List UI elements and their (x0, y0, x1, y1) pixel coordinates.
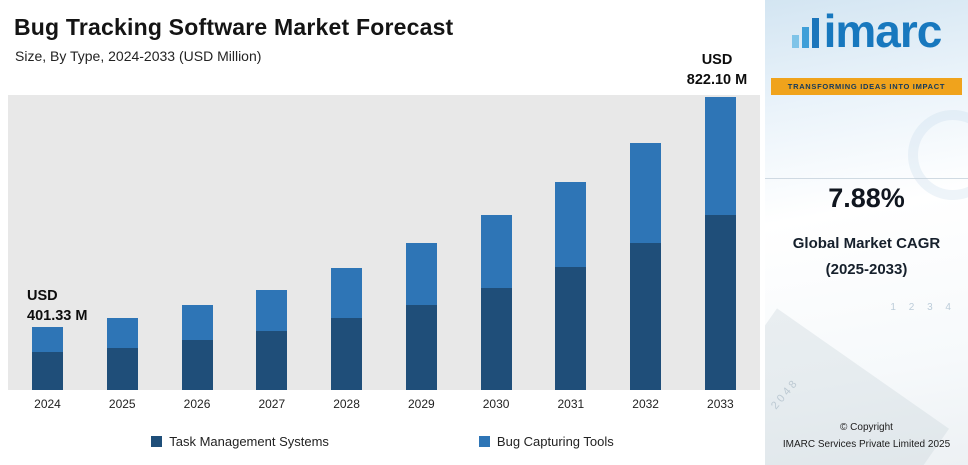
bar-segment-task-management-systems-2024 (32, 352, 63, 390)
imarc-logo: imarc (765, 8, 968, 54)
cagr-value: 7.88% (828, 183, 905, 213)
decorative-line (765, 178, 968, 179)
x-axis-labels: 2024 2025 2026 2027 2028 2029 2030 2031 2032 2033 (8, 397, 760, 411)
logo-tagline: TRANSFORMING IDEAS INTO IMPACT (771, 78, 962, 95)
bar-segment-bug-capturing-tools-2026 (181, 305, 213, 340)
plot-area (8, 95, 760, 390)
chart-section: Bug Tracking Software Market Forecast Si… (0, 14, 765, 449)
bar-segment-task-management-systems-2033 (704, 215, 736, 390)
x-tick-2025: 2025 (108, 397, 136, 411)
logo-bars-icon (791, 18, 819, 54)
x-tick-2027: 2027 (258, 397, 286, 411)
cagr-label-line2: (2025-2033) (825, 260, 908, 278)
bar-segment-task-management-systems-2030 (480, 288, 512, 390)
bar-2024 (32, 327, 63, 390)
bar-2029 (405, 243, 437, 390)
bar-segment-task-management-systems-2025 (106, 348, 138, 390)
bar-segment-task-management-systems-2028 (331, 318, 363, 390)
chart-legend: Task Management Systems Bug Capturing Too… (0, 434, 765, 449)
x-tick-2032: 2032 (632, 397, 659, 411)
copyright: © Copyright IMARC Services Private Limit… (765, 420, 968, 453)
bar-segment-task-management-systems-2027 (256, 331, 288, 390)
annotation-2024-line2: 401.33 M (27, 308, 88, 325)
legend-label-bug-capturing-tools: Bug Capturing Tools (496, 434, 614, 449)
x-tick-2030: 2030 (482, 397, 510, 411)
x-tick-2026: 2026 (183, 397, 211, 411)
bar-segment-task-management-systems-2026 (181, 340, 213, 390)
legend-label-task-management-systems: Task Management Systems (169, 434, 329, 449)
chart-subtitle: Size, By Type, 2024-2033 (USD Million) (15, 48, 262, 64)
x-tick-2031: 2031 (557, 397, 585, 411)
sidebar: 1 2 3 4 2048 imarc TRANSFORMING IDEAS IN… (765, 0, 968, 465)
bar-segment-bug-capturing-tools-2032 (630, 143, 662, 243)
bar-segment-bug-capturing-tools-2033 (704, 97, 736, 215)
bars-row (8, 95, 760, 390)
annotation-2033-line2: 822.10 M (686, 72, 748, 89)
bar-2025 (106, 318, 138, 390)
decorative-circle (908, 110, 968, 200)
bar-segment-bug-capturing-tools-2030 (480, 215, 512, 288)
bar-2033 (704, 97, 736, 390)
chart-title: Bug Tracking Software Market Forecast (14, 14, 454, 40)
bar-segment-bug-capturing-tools-2031 (555, 182, 587, 267)
bar-segment-task-management-systems-2032 (630, 243, 662, 390)
bar-segment-bug-capturing-tools-2024 (32, 327, 63, 352)
annotation-2024-value: USD 401.33 M (27, 286, 87, 327)
legend-swatch-task-management-systems (151, 436, 163, 447)
annotation-2024-line1: USD (27, 288, 58, 304)
x-tick-2024: 2024 (34, 397, 61, 411)
copyright-line2: IMARC Services Private Limited 2025 (782, 438, 951, 450)
bar-segment-bug-capturing-tools-2028 (331, 268, 363, 318)
cagr-label: Global Market CAGR (2025-2033) (765, 231, 968, 282)
bar-2031 (555, 182, 587, 390)
bar-2026 (181, 305, 213, 390)
x-tick-2028: 2028 (333, 397, 360, 411)
legend-swatch-bug-capturing-tools (478, 436, 490, 447)
bar-2028 (331, 268, 363, 390)
x-tick-2033: 2033 (707, 397, 734, 411)
bar-2030 (480, 215, 512, 390)
annotation-2033-line1: USD (701, 52, 733, 68)
decorative-numbers: 1 2 3 4 (890, 302, 956, 313)
bar-segment-task-management-systems-2031 (555, 267, 587, 390)
legend-item-task-management-systems: Task Management Systems (151, 434, 329, 449)
bar-2027 (256, 290, 288, 390)
legend-item-bug-capturing-tools: Bug Capturing Tools (478, 434, 614, 449)
bar-segment-task-management-systems-2029 (405, 305, 437, 390)
bar-segment-bug-capturing-tools-2027 (256, 290, 288, 331)
x-tick-2029: 2029 (407, 397, 435, 411)
logo-text: imarc (823, 5, 943, 57)
annotation-2033-value: USD 822.10 M (676, 50, 758, 91)
cagr-label-line1: Global Market CAGR (792, 235, 941, 252)
bar-2032 (630, 143, 662, 390)
copyright-line1: © Copyright (840, 422, 893, 433)
bar-segment-bug-capturing-tools-2025 (106, 318, 138, 348)
bar-segment-bug-capturing-tools-2029 (405, 243, 437, 305)
